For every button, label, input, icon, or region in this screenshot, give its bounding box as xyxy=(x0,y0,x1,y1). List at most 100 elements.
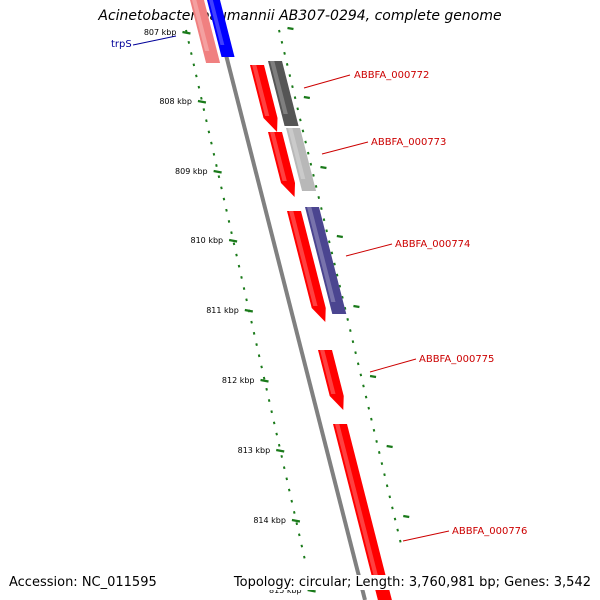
minor-tick xyxy=(291,85,294,89)
kbp-labels: 807 kbp 808 kbp 809 kbp 810 kbp 811 kbp 812 k… xyxy=(144,28,302,595)
minor-tick xyxy=(351,340,355,344)
minor-tick xyxy=(265,387,268,391)
label-leader-line xyxy=(303,74,351,89)
label-leader-line xyxy=(369,358,417,373)
minor-tick xyxy=(295,522,299,526)
gene-feature-000773[interactable] xyxy=(268,132,296,197)
minor-tick xyxy=(232,242,236,246)
gene-label-abbfa_000774[interactable]: ABBFA_000774 xyxy=(395,239,470,250)
minor-tick xyxy=(385,484,389,488)
minor-tick xyxy=(306,151,310,155)
gene-feature-000774-product[interactable] xyxy=(305,207,347,314)
minor-tick xyxy=(230,231,233,235)
minor-tick xyxy=(245,298,248,302)
minor-tick xyxy=(220,186,223,190)
major-tick xyxy=(213,169,222,174)
minor-tick xyxy=(296,107,299,111)
minor-tick xyxy=(301,129,305,133)
gene-feature-000772[interactable] xyxy=(250,65,278,132)
kbp-label: 813 kbp xyxy=(238,446,271,455)
major-tick xyxy=(320,165,327,170)
minor-tick xyxy=(309,162,313,166)
minor-tick xyxy=(227,220,231,223)
minor-tick xyxy=(304,140,307,144)
gene-feature-000773-product[interactable] xyxy=(286,128,317,191)
minor-tick xyxy=(277,443,281,447)
gene-labels: trpS ABBFA_000772 ABBFA_000773 ABBFA_000774… xyxy=(111,35,527,542)
label-leader-line xyxy=(345,243,393,257)
minor-tick xyxy=(205,119,208,123)
minor-tick xyxy=(275,432,278,436)
minor-tick xyxy=(314,184,318,188)
gene-label-abbfa_000772[interactable]: ABBFA_000772 xyxy=(354,70,429,81)
minor-tick xyxy=(262,376,266,380)
minor-tick xyxy=(343,306,347,310)
gene-feature-000772-shine xyxy=(252,65,270,116)
major-tick xyxy=(353,304,360,309)
gene-label-abbfa_000773[interactable]: ABBFA_000773 xyxy=(371,137,446,148)
minor-tick xyxy=(335,273,339,277)
minor-tick xyxy=(285,477,288,481)
kbp-label: 812 kbp xyxy=(222,376,255,385)
major-tick xyxy=(260,378,269,383)
minor-tick xyxy=(322,218,326,222)
minor-tick xyxy=(359,373,363,377)
label-leader-line xyxy=(132,35,177,46)
minor-tick xyxy=(292,510,296,514)
minor-tick xyxy=(215,164,218,167)
gene-label-trps[interactable]: trpS xyxy=(111,39,132,50)
minor-tick xyxy=(330,251,334,255)
left-tick-track xyxy=(185,29,306,559)
major-tick xyxy=(303,95,311,100)
minor-tick xyxy=(375,439,378,443)
minor-tick xyxy=(356,362,360,366)
minor-tick xyxy=(370,417,373,421)
minor-tick xyxy=(317,196,321,199)
right-tick-track xyxy=(278,29,402,543)
kbp-label: 809 kbp xyxy=(175,167,208,176)
minor-tick xyxy=(240,275,243,279)
major-tick xyxy=(307,588,316,593)
gene-feature-000774[interactable] xyxy=(287,211,326,322)
minor-tick xyxy=(202,108,206,111)
label-leader-line xyxy=(402,530,450,542)
minor-tick xyxy=(207,130,211,134)
trps-feature-blue[interactable] xyxy=(207,0,235,57)
gene-label-abbfa_000776[interactable]: ABBFA_000776 xyxy=(452,526,527,537)
gene-feature-000774-shine xyxy=(289,211,318,306)
minor-tick xyxy=(333,262,336,266)
minor-tick xyxy=(280,40,284,44)
minor-tick xyxy=(212,152,216,156)
minor-tick xyxy=(270,410,273,414)
kbp-label: 814 kbp xyxy=(253,516,286,525)
minor-tick xyxy=(367,406,371,410)
minor-tick xyxy=(235,253,238,257)
gene-feature-000772-product[interactable] xyxy=(268,61,299,126)
trps-feature-pink[interactable] xyxy=(190,0,221,63)
minor-tick xyxy=(298,533,301,537)
minor-tick xyxy=(225,208,228,212)
minor-tick xyxy=(396,528,399,532)
kbp-label: 810 kbp xyxy=(191,236,224,245)
gene-feature-000775[interactable] xyxy=(318,350,344,410)
gene-feature-000776[interactable] xyxy=(333,424,392,600)
minor-tick xyxy=(338,284,342,288)
minor-tick xyxy=(283,51,286,55)
minor-tick xyxy=(393,517,397,521)
major-tick xyxy=(228,238,238,243)
minor-tick xyxy=(282,466,286,470)
minor-tick xyxy=(380,462,384,466)
major-tick xyxy=(197,99,207,104)
gene-feature-000773-shine xyxy=(270,132,287,181)
minor-tick xyxy=(187,40,191,44)
minor-tick xyxy=(288,74,292,77)
minor-tick xyxy=(383,473,386,477)
minor-tick xyxy=(252,331,256,335)
gene-feature-000775-shine xyxy=(320,350,336,394)
minor-tick xyxy=(260,365,263,369)
kbp-label: 808 kbp xyxy=(159,97,192,106)
minor-tick xyxy=(190,52,193,56)
gene-label-abbfa_000775[interactable]: ABBFA_000775 xyxy=(419,354,494,365)
